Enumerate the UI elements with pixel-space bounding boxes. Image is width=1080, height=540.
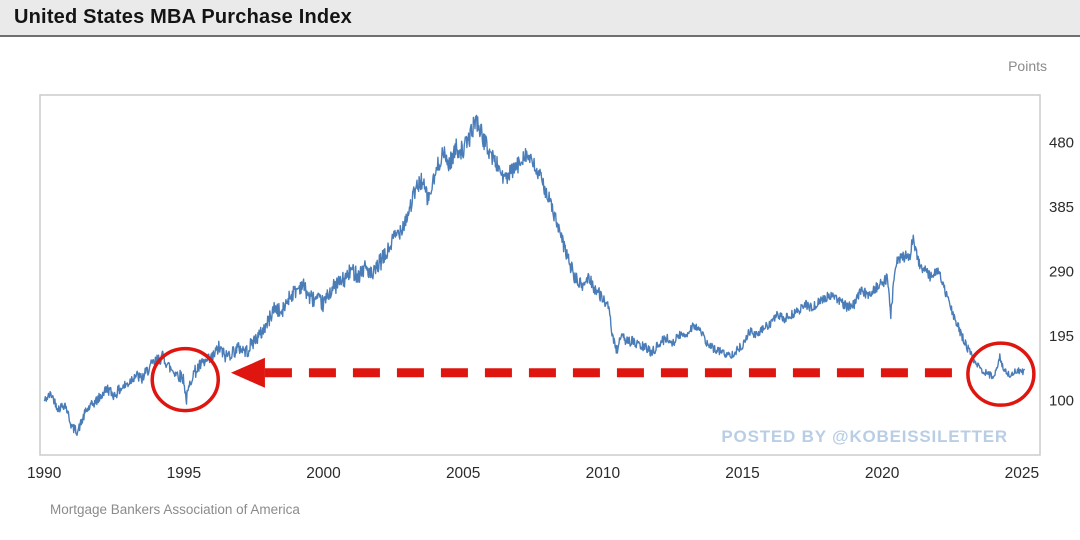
arrow-head-left-icon <box>230 357 265 388</box>
x-tick-label: 2025 <box>1005 465 1039 482</box>
index-line-series <box>43 114 1026 436</box>
y-tick-label: 480 <box>1049 135 1074 152</box>
x-tick-label: 2005 <box>446 465 480 482</box>
highlight-circle-left <box>150 346 221 413</box>
x-tick-label: 2010 <box>586 465 621 482</box>
mba-purchase-index-chart: 100 195 290 385 480 1990 1995 2000 2005 2010 2015 2… <box>27 94 1074 482</box>
y-axis-unit-label: Points <box>1008 58 1047 74</box>
x-tick-label: 1995 <box>167 465 201 482</box>
x-tick-label: 2015 <box>725 465 759 482</box>
page-title: United States MBA Purchase Index <box>14 6 352 28</box>
highlight-circle-right <box>966 341 1036 407</box>
y-tick-label: 195 <box>1049 328 1074 345</box>
source-attribution: Mortgage Bankers Association of America <box>50 502 300 517</box>
watermark: POSTED BY @KOBEISSILETTER <box>721 427 1008 446</box>
x-tick-label: 2000 <box>306 465 341 482</box>
x-tick-label: 2020 <box>865 465 900 482</box>
title-bar: United States MBA Purchase Index <box>0 0 1080 37</box>
plot-border <box>39 94 1041 456</box>
y-tick-label: 290 <box>1049 264 1074 281</box>
y-tick-label: 385 <box>1049 199 1074 216</box>
x-tick-label: 1990 <box>27 465 62 482</box>
y-tick-label: 100 <box>1049 393 1074 410</box>
